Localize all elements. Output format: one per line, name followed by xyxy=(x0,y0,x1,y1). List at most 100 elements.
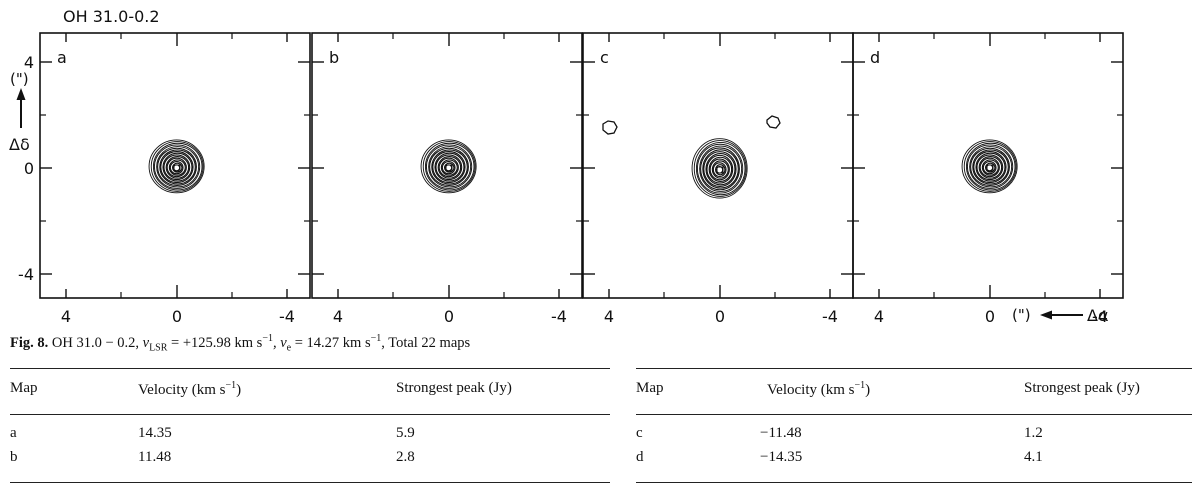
contour-ring xyxy=(970,147,1010,187)
y-axis-unit: (") xyxy=(10,70,29,88)
contour-ring xyxy=(435,154,463,181)
caption-vlsr-exp: −1 xyxy=(262,333,273,344)
contour-ring xyxy=(157,147,197,187)
caption-tail: , Total 22 maps xyxy=(381,334,471,351)
y-axis-arrow-icon xyxy=(16,88,26,128)
panel-frame xyxy=(311,32,583,299)
x-tick-label: 4 xyxy=(61,307,71,326)
maser-contours xyxy=(148,139,205,194)
contour-ring xyxy=(160,151,194,184)
table-header-map: Map xyxy=(636,380,664,396)
caption-vlsr-symbol: v xyxy=(142,334,150,351)
contour-panel-b: b 4 0 -4 xyxy=(311,32,583,326)
contour-ring xyxy=(961,139,1018,194)
contour-ring xyxy=(712,162,727,177)
panel-frame xyxy=(852,32,1124,299)
contour-ring xyxy=(162,152,193,182)
contour-ring xyxy=(169,161,184,175)
panel-label: a xyxy=(57,48,67,67)
contour-ring xyxy=(700,147,740,191)
table-row-b-map: b xyxy=(10,449,18,465)
contour-panel-c: c 4 0 -4 xyxy=(582,32,854,326)
contour-panel-a: a 4 0 -4 4 0 -4 xyxy=(18,32,311,326)
contour-ring xyxy=(437,156,462,179)
contour-ring xyxy=(695,141,746,196)
contour-ring xyxy=(422,141,476,192)
contour-ring xyxy=(973,151,1007,184)
contour-ring xyxy=(711,160,729,179)
contour-ring xyxy=(702,149,739,189)
contour-ring xyxy=(972,149,1009,185)
contour-ring xyxy=(443,162,455,173)
x-tick-label: -4 xyxy=(551,307,567,326)
peak-marker xyxy=(445,164,453,172)
contour-ring xyxy=(431,149,468,185)
figure-caption: Fig. 8. OH 31.0 − 0.2, vLSR = +125.98 km… xyxy=(10,333,470,354)
contour-ring xyxy=(691,138,748,199)
table-row-d-peak: 4.1 xyxy=(1024,449,1043,465)
table-row-d-map: d xyxy=(636,449,644,465)
contour-ring xyxy=(166,157,187,178)
peak-marker xyxy=(716,166,724,174)
maser-contours xyxy=(961,139,1018,194)
contour-ring xyxy=(693,140,747,197)
velocity-header-close: ) xyxy=(865,382,871,398)
contour-ring xyxy=(709,158,730,181)
contour-ring xyxy=(150,141,204,192)
x-axis-unit: (") xyxy=(1012,306,1031,324)
velocity-header-close: ) xyxy=(236,382,242,398)
contour-ring xyxy=(165,156,190,179)
x-tick-label: -4 xyxy=(1092,307,1108,326)
x-axis-label: Δα xyxy=(1087,306,1109,325)
caption-ve-sub: e xyxy=(286,342,292,354)
x-tick-label: 0 xyxy=(985,307,995,326)
contour-ring xyxy=(981,159,999,176)
contour-ring xyxy=(978,156,1003,179)
x-tick-label: 0 xyxy=(444,307,454,326)
contour-ring xyxy=(705,152,736,186)
contour-ring xyxy=(434,152,465,182)
table-header-peak: Strongest peak (Jy) xyxy=(1024,380,1140,396)
contour-ring xyxy=(148,139,205,194)
data-table-left: Map Velocity (km s−1) Strongest peak (Jy… xyxy=(10,368,610,488)
contour-ring xyxy=(976,154,1004,181)
table-row-b-peak: 2.8 xyxy=(396,449,415,465)
x-tick-label: 4 xyxy=(333,307,343,326)
contour-ring xyxy=(168,159,186,176)
contour-ring xyxy=(699,145,743,192)
caption-vlsr-value: = +125.98 km s xyxy=(167,334,263,351)
table-row-c-map: c xyxy=(636,425,643,441)
table-top-rule xyxy=(10,368,610,369)
velocity-header-exp: −1 xyxy=(225,380,237,391)
contour-ring xyxy=(984,162,996,173)
contour-ring xyxy=(441,161,456,175)
contour-ring xyxy=(428,146,472,188)
caption-source: OH 31.0 − 0.2, xyxy=(51,334,140,351)
maser-contours xyxy=(691,138,748,199)
contour-ring xyxy=(152,142,203,191)
x-axis-arrow-icon xyxy=(1040,310,1083,320)
x-tick-label: 4 xyxy=(874,307,884,326)
panel-label: b xyxy=(329,48,339,67)
contour-ring xyxy=(963,141,1017,192)
caption-ve-symbol: , v xyxy=(272,334,287,351)
contour-figure: OH 31.0-0.2 (") Δδ a 4 0 -4 4 0 -4 b 4 0 -4 c 4 0 -4 d 4… xyxy=(9,7,1124,326)
table-header-rule xyxy=(10,414,610,415)
peak-marker xyxy=(986,164,994,172)
contour-ring xyxy=(440,159,458,176)
contour-ring xyxy=(975,152,1006,182)
panel-frame xyxy=(39,32,311,299)
contour-ring xyxy=(696,143,744,194)
contour-ring xyxy=(163,154,191,181)
table-bottom-rule xyxy=(636,482,1192,483)
table-bottom-rule xyxy=(10,482,610,483)
data-table-right: Map Velocity (km s−1) Strongest peak (Jy… xyxy=(636,368,1192,488)
contour-ring xyxy=(153,144,201,189)
velocity-header-text: Velocity (km s xyxy=(767,382,855,398)
contour-ring xyxy=(706,154,734,184)
contour-panel-d: d 4 0 -4 xyxy=(852,32,1124,326)
table-row-d-velocity: −14.35 xyxy=(760,449,803,465)
y-tick-label: 0 xyxy=(24,159,34,178)
panel-label: c xyxy=(600,48,609,67)
table-header-map: Map xyxy=(10,380,38,396)
